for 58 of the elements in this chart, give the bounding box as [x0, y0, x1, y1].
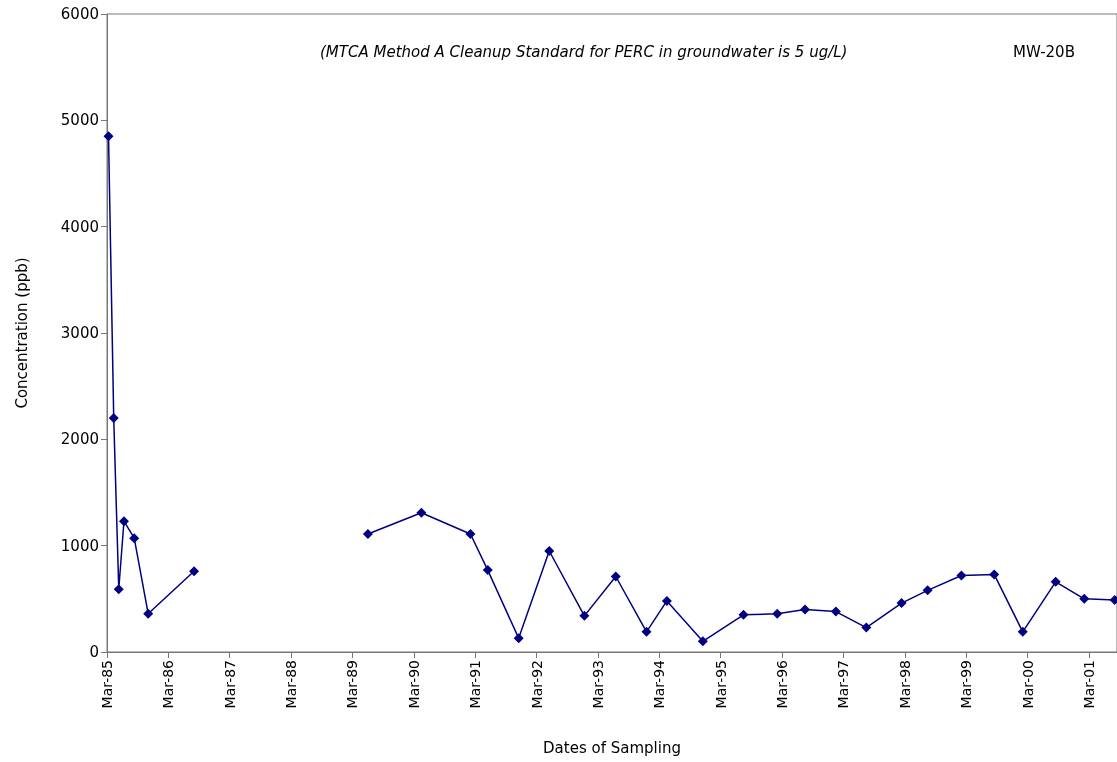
- point: [861, 622, 872, 633]
- point: [610, 571, 621, 582]
- x-tick-label: Mar-90: [405, 660, 422, 709]
- y-tick-label: 6000: [60, 5, 99, 23]
- point: [1079, 593, 1090, 604]
- annotation: MW-20B: [1013, 42, 1075, 61]
- point: [956, 570, 967, 581]
- x-tick-label: Mar-99: [958, 660, 975, 709]
- point: [830, 606, 841, 617]
- point: [118, 516, 129, 527]
- x-tick-label: Mar-91: [467, 660, 484, 709]
- point: [896, 598, 907, 609]
- point: [482, 565, 493, 576]
- y-tick-label: 4000: [60, 217, 99, 236]
- x-tick-label: Mar-94: [651, 659, 668, 709]
- point: [772, 608, 783, 619]
- point: [738, 609, 749, 620]
- x-tick-label: Mar-93: [589, 660, 606, 709]
- point: [989, 569, 1000, 580]
- point: [108, 413, 119, 424]
- point: [129, 533, 140, 544]
- x-tick-label: Mar-86: [160, 659, 177, 709]
- y-axis-title: Concentration (ppb): [12, 257, 31, 409]
- point: [465, 528, 476, 539]
- point: [513, 633, 524, 644]
- x-tick-label: Mar-87: [221, 660, 238, 709]
- point: [143, 608, 154, 619]
- x-tick-label: Mar-92: [528, 660, 545, 709]
- x-tick-label: Mar-97: [835, 660, 852, 709]
- point: [113, 584, 124, 595]
- y-tick-label: 1000: [60, 536, 99, 555]
- y-tick-label: 5000: [60, 111, 99, 130]
- y-tick-label: 3000: [60, 324, 99, 342]
- point: [362, 528, 373, 539]
- point: [544, 545, 555, 556]
- point: [661, 595, 672, 606]
- x-tick-label: Mar-01: [1080, 660, 1097, 709]
- x-tick-label: Mar-98: [896, 660, 913, 709]
- point: [1017, 626, 1028, 637]
- point: [641, 626, 652, 637]
- annotation: (MTCA Method A Cleanup Standard for PERC in groundwater is 5 ug/L): [320, 42, 848, 61]
- x-tick-label: Mar-89: [344, 660, 361, 709]
- point: [922, 585, 933, 596]
- x-tick-label: Mar-96: [774, 659, 791, 709]
- point: [799, 604, 810, 615]
- x-axis-title: Dates of Sampling: [543, 738, 681, 757]
- point: [579, 610, 590, 621]
- point: [103, 131, 114, 142]
- x-tick-label: Mar-00: [1019, 660, 1036, 709]
- x-tick-label: Mar-88: [283, 660, 300, 709]
- point: [416, 507, 427, 518]
- y-tick-label: 2000: [60, 430, 99, 449]
- x-tick-label: Mar-95: [712, 660, 729, 709]
- point: [1050, 576, 1061, 587]
- x-tick-label: Mar-85: [99, 660, 115, 709]
- y-tick-label: 0: [89, 643, 99, 661]
- point: [189, 566, 200, 577]
- point: [697, 636, 708, 647]
